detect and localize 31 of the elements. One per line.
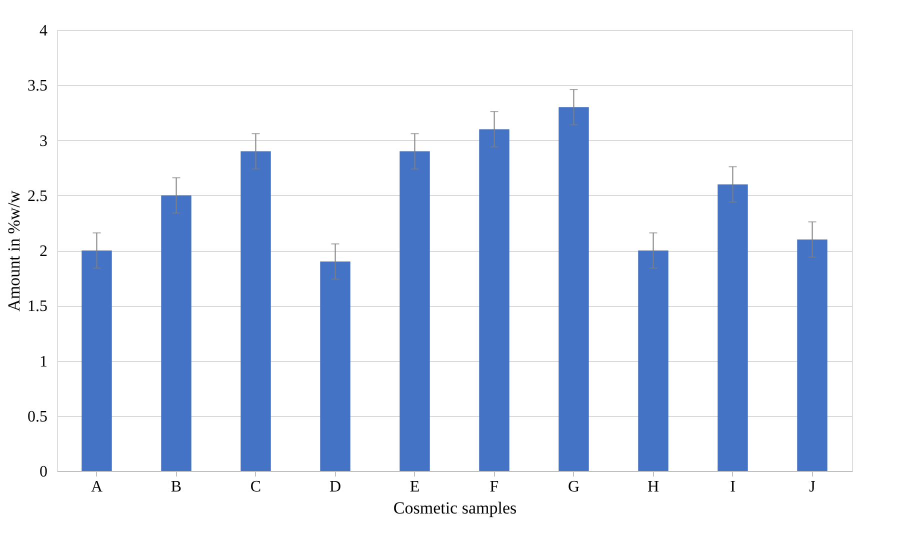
bar xyxy=(82,250,112,471)
y-axis-title: Amount in %w/w xyxy=(4,190,24,312)
bar xyxy=(797,239,828,471)
y-tick-label: 0 xyxy=(40,464,48,480)
y-tick-label: 1.5 xyxy=(28,298,48,316)
bar xyxy=(558,107,589,471)
x-tick-label: J xyxy=(809,478,816,496)
y-tick-label: 4 xyxy=(40,22,48,40)
y-tick-label: 0.5 xyxy=(28,408,48,426)
x-tick-label: B xyxy=(170,478,182,496)
x-tick-label: C xyxy=(250,478,262,496)
bar xyxy=(240,151,271,471)
x-axis-title: Cosmetic samples xyxy=(393,498,517,518)
y-tick-label: 2 xyxy=(40,243,48,260)
x-tick-label: D xyxy=(329,478,342,496)
bar xyxy=(320,262,350,471)
bar xyxy=(638,250,668,471)
bar xyxy=(718,184,748,471)
y-tick-label: 3.5 xyxy=(28,78,48,95)
bar xyxy=(161,195,192,471)
y-tick-label: 2.5 xyxy=(28,188,48,205)
x-tick-label: H xyxy=(647,478,660,496)
x-tick-label: I xyxy=(730,478,736,496)
x-tick-label: F xyxy=(490,478,499,496)
bar xyxy=(400,151,430,471)
bar xyxy=(479,129,510,471)
y-tick-label: 1 xyxy=(40,353,48,370)
y-tick-label: 3 xyxy=(40,132,48,150)
x-tick-label: G xyxy=(568,478,580,496)
x-tick-label: E xyxy=(410,478,420,496)
x-tick-label: A xyxy=(90,478,103,496)
